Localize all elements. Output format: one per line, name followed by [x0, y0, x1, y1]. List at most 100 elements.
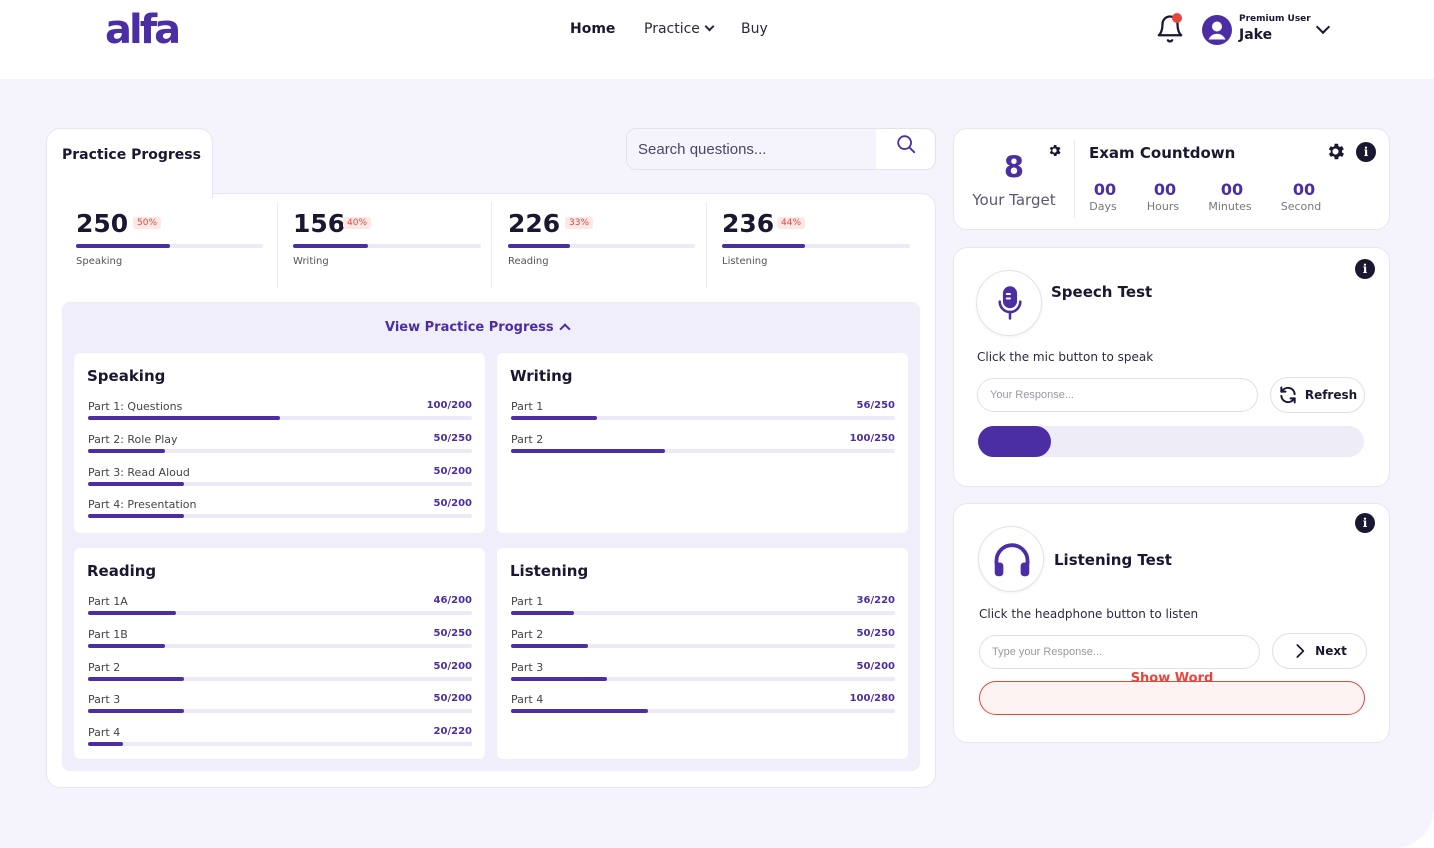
info-icon[interactable]: i: [1356, 142, 1376, 162]
countdown-minutes-label: Minutes: [1208, 200, 1252, 213]
writing-progress-card: Writing Part 1 56/250 Part 2 100/250: [497, 353, 908, 533]
speaking-row-label: Part 4: Presentation: [88, 498, 197, 511]
gear-icon[interactable]: [1325, 141, 1346, 162]
nav-home[interactable]: Home: [570, 21, 616, 37]
speaking-row-bar: [88, 482, 472, 486]
reading-stat-bar-fill: [508, 244, 570, 248]
speech-test-title: Speech Test: [1051, 283, 1153, 301]
listening-row-bar-fill: [511, 709, 649, 713]
countdown-days-value: 00: [1093, 180, 1117, 199]
countdown-hours-label: Hours: [1146, 200, 1180, 213]
countdown-days-label: Days: [1089, 200, 1117, 213]
refresh-button[interactable]: Refresh: [1270, 377, 1365, 413]
listening-row-label: Part 4: [511, 693, 544, 706]
speaking-card-title: Speaking: [87, 367, 166, 385]
writing-row-bar-fill: [511, 449, 665, 453]
speaking-row-bar-fill: [88, 416, 280, 420]
info-icon[interactable]: i: [1355, 259, 1375, 279]
reading-row-bar: [88, 611, 472, 615]
nav-practice-label: Practice: [644, 21, 700, 37]
listening-row-label: Part 2: [511, 628, 544, 641]
speaking-row-bar-fill: [88, 482, 184, 486]
writing-stat-label: Writing: [293, 256, 329, 267]
writing-card-title: Writing: [510, 367, 573, 385]
search-input[interactable]: [638, 134, 868, 164]
speaking-stat-bar-fill: [76, 244, 170, 248]
writing-row-value: 56/250: [856, 400, 895, 411]
listening-row-bar: [511, 644, 895, 648]
reading-row-bar: [88, 644, 472, 648]
countdown-hours-value: 00: [1153, 180, 1177, 199]
listening-stat-bar-fill: [722, 244, 805, 248]
listening-row-bar: [511, 677, 895, 681]
exam-countdown-title: Exam Countdown: [1089, 144, 1236, 162]
reading-row-value: 50/200: [433, 661, 472, 672]
speaking-row-value: 100/200: [426, 400, 472, 411]
speaking-row-bar: [88, 416, 472, 420]
search-button[interactable]: [876, 129, 935, 169]
listening-row-bar: [511, 709, 895, 713]
nav-buy[interactable]: Buy: [741, 21, 768, 37]
reading-row-bar-fill: [88, 611, 177, 615]
speaking-stat-value: 250: [76, 209, 129, 238]
listening-response-input[interactable]: [979, 635, 1260, 669]
listening-stat-percent: 44%: [777, 217, 806, 229]
speaking-stat-bar: [76, 244, 263, 248]
tab-practice-progress[interactable]: [46, 128, 213, 198]
reading-row-label: Part 2: [88, 661, 121, 674]
speaking-row-bar: [88, 449, 472, 453]
speaking-stat-label: Speaking: [76, 256, 123, 267]
user-role: Premium User: [1239, 14, 1311, 24]
reading-progress-card: Reading Part 1A 46/200 Part 1B 50/250 Pa…: [74, 548, 485, 759]
reading-row-label: Part 1B: [88, 628, 128, 641]
writing-row-label: Part 2: [511, 433, 544, 446]
show-word-button[interactable]: [979, 681, 1365, 715]
speech-response-input[interactable]: [977, 378, 1258, 412]
listening-test-title: Listening Test: [1054, 551, 1172, 569]
speaking-stat-percent: 50%: [133, 217, 162, 229]
writing-row-bar: [511, 416, 895, 420]
speaking-row-value: 50/200: [433, 498, 472, 509]
info-icon[interactable]: i: [1355, 513, 1375, 533]
writing-row-bar-fill: [511, 416, 598, 420]
listening-row-value: 36/220: [856, 595, 895, 606]
alfa-logo[interactable]: alfa: [105, 7, 181, 53]
reading-stat-value: 226: [508, 209, 561, 238]
speaking-row-label: Part 2: Role Play: [88, 433, 178, 446]
search-icon: [897, 135, 916, 154]
reading-row-bar-fill: [88, 677, 184, 681]
refresh-button-label: Refresh: [1304, 388, 1358, 402]
view-practice-progress-toggle[interactable]: View Practice Progress: [385, 320, 554, 335]
listening-stat-bar: [722, 244, 910, 248]
reading-card-title: Reading: [87, 562, 157, 580]
writing-stat-value: 156: [293, 209, 346, 238]
speaking-row-bar: [88, 514, 472, 518]
nav-practice[interactable]: Practice: [644, 20, 715, 38]
listening-row-label: Part 3: [511, 661, 544, 674]
speech-progress-fill: [978, 426, 1052, 457]
card-divider: [1074, 140, 1075, 218]
show-word-label: Show Word: [1130, 671, 1214, 686]
countdown-seconds-value: 00: [1292, 180, 1316, 199]
speech-progress-bar: [978, 426, 1364, 457]
speaking-row-value: 50/200: [433, 466, 472, 477]
chevron-right-icon: [1296, 644, 1305, 658]
speech-test-instruction: Click the mic button to speak: [977, 350, 1154, 364]
reading-row-bar: [88, 709, 472, 713]
target-score: 8: [1003, 150, 1025, 184]
gear-icon[interactable]: [1047, 143, 1062, 158]
bell-icon[interactable]: [1155, 14, 1185, 44]
reading-stat-label: Reading: [508, 256, 549, 267]
reading-row-bar-fill: [88, 644, 165, 648]
reading-row-value: 46/200: [433, 595, 472, 606]
speaking-row-bar-fill: [88, 449, 165, 453]
writing-row-bar: [511, 449, 895, 453]
next-button[interactable]: Next: [1272, 633, 1367, 669]
user-avatar-icon[interactable]: [1202, 15, 1232, 45]
mic-button[interactable]: [976, 270, 1042, 336]
speaking-row-bar-fill: [88, 514, 184, 518]
reading-row-bar-fill: [88, 709, 184, 713]
speaking-row-label: Part 1: Questions: [88, 400, 183, 413]
headphone-button[interactable]: [978, 526, 1044, 592]
reading-stat-percent: 33%: [565, 217, 594, 229]
